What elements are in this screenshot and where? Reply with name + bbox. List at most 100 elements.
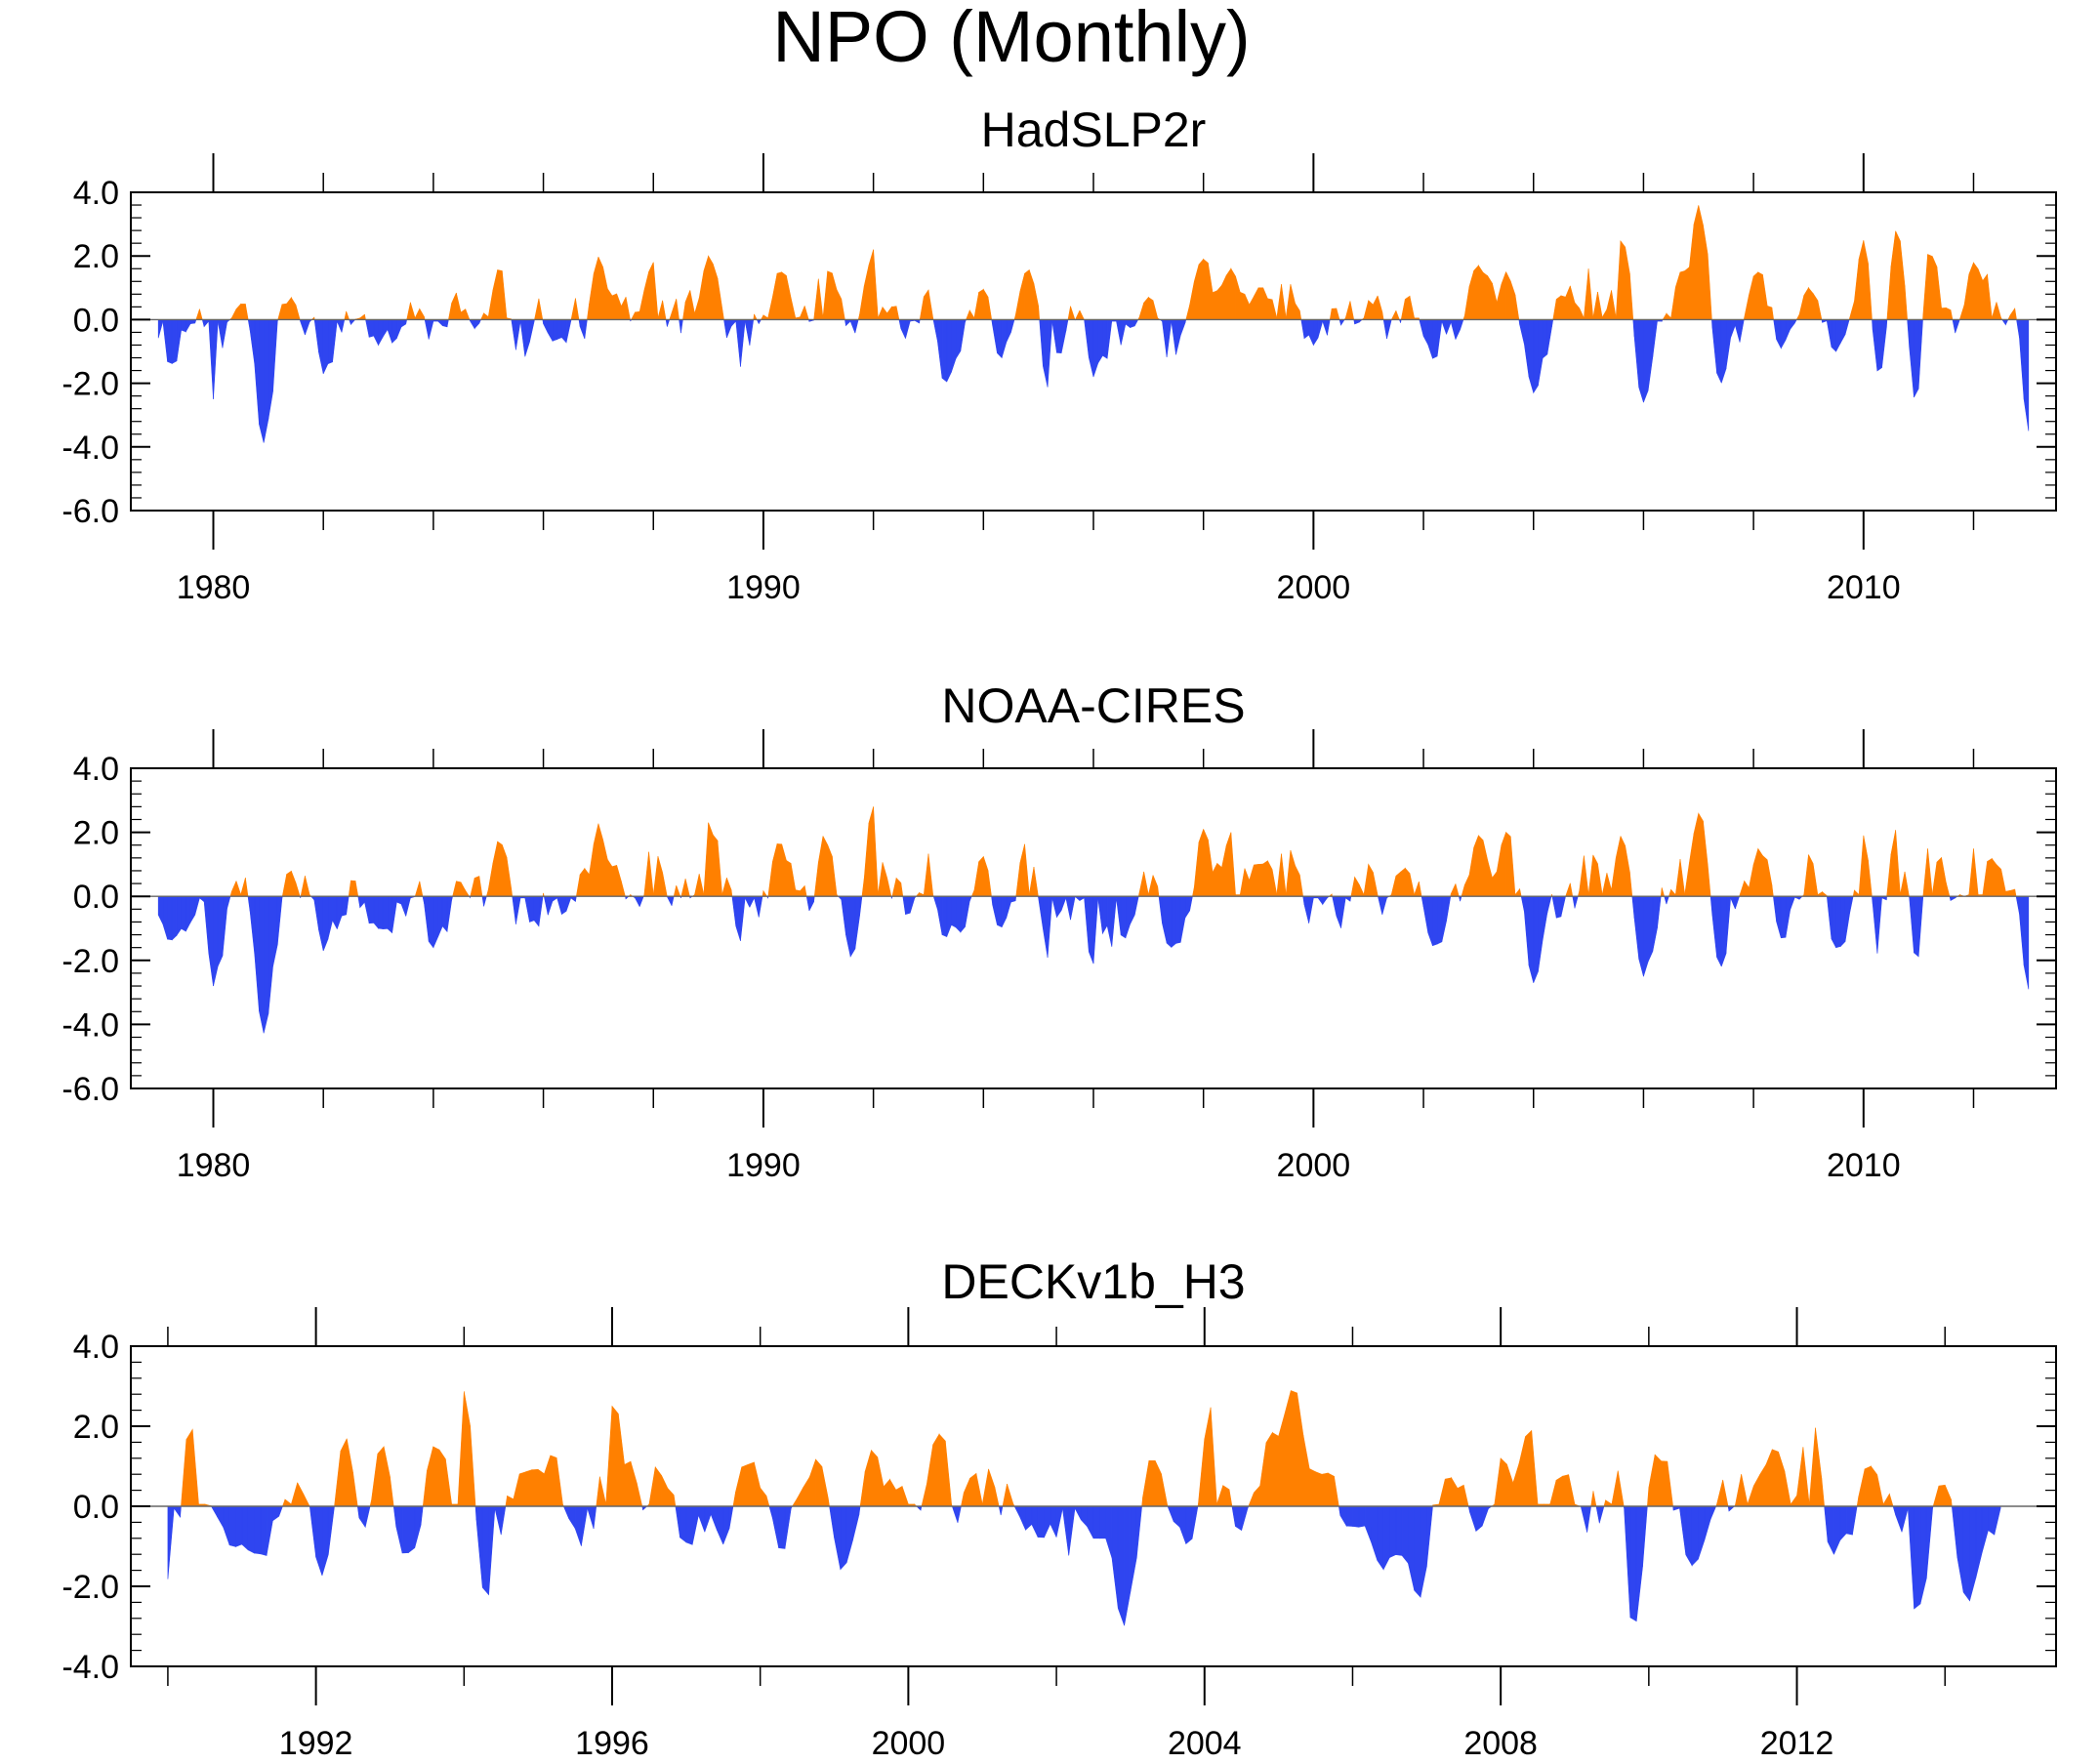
- y-tick-label: -4.0: [62, 1006, 119, 1044]
- positive-area: [731, 890, 732, 897]
- panel-title: NOAA-CIRES: [941, 678, 1245, 733]
- positive-area: [713, 835, 718, 896]
- negative-area: [830, 1506, 835, 1538]
- x-tick-label: 2000: [1277, 569, 1351, 606]
- positive-area: [822, 1466, 828, 1506]
- positive-area: [995, 1487, 999, 1506]
- positive-area: [1760, 1464, 1766, 1506]
- positive-area: [1900, 872, 1905, 896]
- positive-area: [607, 289, 612, 320]
- negative-area: [1639, 319, 1644, 402]
- negative-area: [1534, 319, 1539, 392]
- positive-area: [1208, 263, 1213, 319]
- positive-area: [291, 871, 296, 896]
- positive-area: [663, 301, 666, 320]
- positive-area: [1616, 837, 1621, 897]
- negative-area: [168, 319, 173, 363]
- positive-area: [1263, 861, 1268, 896]
- positive-area: [690, 290, 695, 319]
- negative-area: [347, 896, 350, 915]
- positive-area: [1020, 273, 1025, 319]
- positive-area: [1978, 269, 1983, 320]
- negative-area: [1896, 1506, 1902, 1532]
- negative-area: [425, 319, 429, 339]
- positive-area: [1469, 847, 1474, 896]
- negative-area: [680, 1506, 686, 1542]
- positive-area: [407, 303, 411, 320]
- negative-area: [585, 319, 588, 339]
- positive-area: [1877, 1475, 1883, 1506]
- positive-area: [1680, 859, 1685, 896]
- positive-area: [291, 298, 296, 319]
- negative-area: [328, 896, 333, 939]
- positive-area: [1946, 308, 1951, 319]
- negative-area: [1396, 1506, 1402, 1555]
- positive-area: [674, 1496, 676, 1506]
- negative-area: [229, 1506, 235, 1546]
- positive-area: [1016, 863, 1020, 896]
- x-tick-label: 2010: [1827, 1147, 1901, 1184]
- positive-area: [748, 1462, 754, 1506]
- positive-area: [814, 862, 818, 896]
- negative-area: [1667, 896, 1669, 904]
- positive-area: [1556, 1476, 1562, 1506]
- positive-area: [1952, 1499, 1953, 1506]
- positive-area: [1808, 288, 1813, 320]
- positive-area: [1569, 1475, 1575, 1506]
- positive-area: [1405, 868, 1410, 896]
- negative-area: [1840, 319, 1845, 343]
- positive-area: [1758, 272, 1763, 320]
- positive-area: [1597, 292, 1602, 319]
- negative-area: [209, 896, 214, 986]
- y-tick-label: -4.0: [62, 1649, 119, 1686]
- positive-area: [445, 1459, 451, 1506]
- negative-area: [1118, 1506, 1124, 1625]
- negative-area: [750, 319, 754, 345]
- positive-area: [1439, 1479, 1445, 1506]
- negative-area: [1432, 896, 1437, 946]
- positive-area: [1629, 872, 1631, 896]
- positive-area: [735, 1467, 741, 1506]
- negative-area: [1679, 1506, 1685, 1555]
- negative-area: [956, 319, 961, 358]
- positive-area: [1277, 854, 1282, 897]
- positive-area: [282, 304, 287, 319]
- negative-area: [1402, 1506, 1408, 1563]
- positive-area: [597, 1477, 600, 1506]
- negative-area: [227, 896, 230, 908]
- positive-area: [481, 313, 484, 320]
- negative-area: [1552, 319, 1553, 326]
- negative-area: [717, 1506, 722, 1544]
- positive-area: [1272, 870, 1277, 897]
- positive-area: [364, 314, 365, 319]
- positive-area: [1602, 309, 1607, 319]
- positive-area: [1254, 1486, 1259, 1506]
- positive-area: [1322, 1473, 1328, 1506]
- negative-area: [1877, 896, 1882, 953]
- negative-area: [1698, 1506, 1704, 1559]
- positive-area: [798, 1487, 803, 1506]
- positive-area: [1923, 255, 1928, 320]
- negative-area: [1428, 319, 1433, 358]
- negative-area: [515, 896, 520, 924]
- negative-area: [969, 896, 971, 901]
- positive-area: [575, 299, 579, 320]
- positive-area: [1506, 1464, 1512, 1506]
- positive-area: [926, 1445, 932, 1506]
- negative-area: [1389, 1506, 1395, 1557]
- negative-area: [740, 319, 745, 366]
- positive-area: [1969, 263, 1974, 319]
- positive-area: [1649, 1455, 1655, 1506]
- negative-area: [214, 896, 219, 986]
- positive-area: [484, 313, 489, 320]
- negative-area: [951, 896, 956, 927]
- negative-area: [1963, 1506, 1969, 1601]
- negative-area: [1918, 319, 1922, 389]
- positive-area: [1309, 1468, 1315, 1506]
- positive-area: [755, 314, 758, 320]
- positive-area: [1266, 1433, 1272, 1506]
- positive-area: [828, 1497, 829, 1506]
- negative-area: [319, 896, 324, 951]
- positive-area: [1258, 288, 1263, 320]
- negative-area: [835, 1506, 841, 1570]
